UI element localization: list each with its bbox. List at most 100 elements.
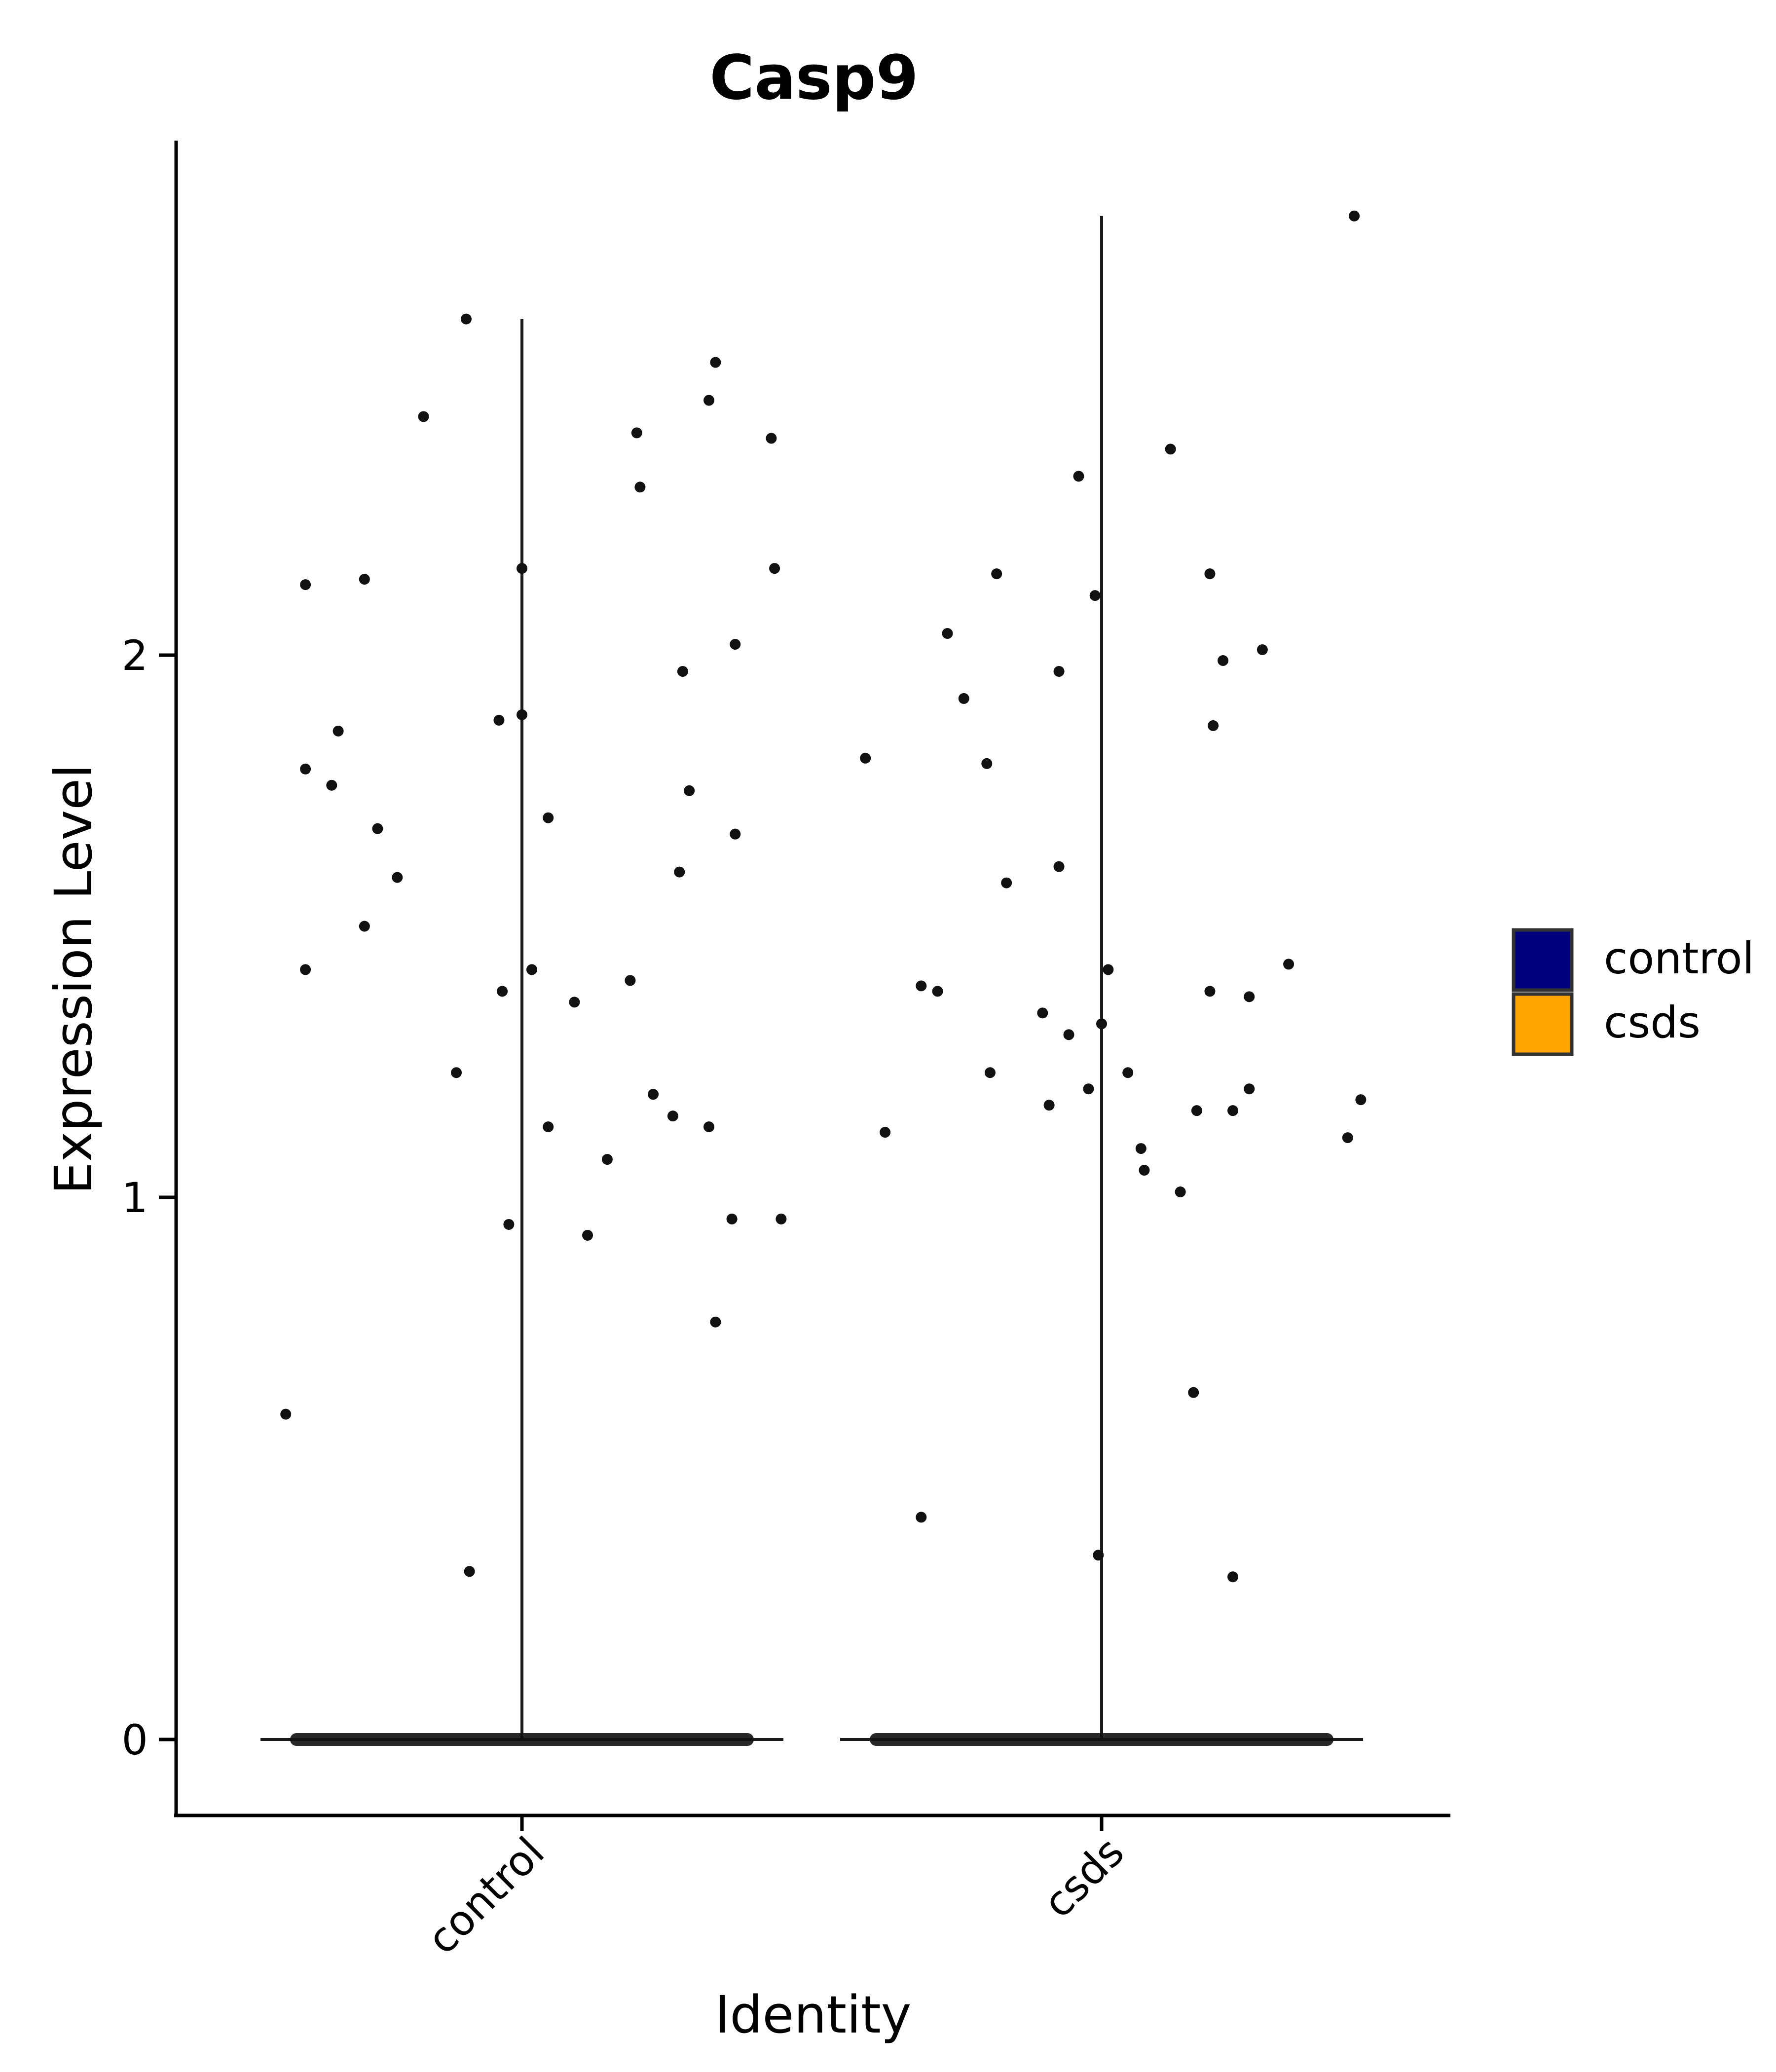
data-point [703,1121,715,1133]
data-point [1063,1029,1074,1040]
data-point [991,568,1002,580]
data-point [703,395,715,406]
data-point [1218,655,1229,666]
data-point [1208,720,1219,731]
data-point [464,1566,475,1577]
data-point [1204,568,1216,580]
data-point [684,785,695,796]
data-point [1355,1094,1367,1106]
x-tick-label: csds [1034,1828,1134,1927]
data-point [880,1127,891,1138]
data-point [1342,1132,1353,1144]
data-point [1053,666,1065,677]
data-point [300,763,311,775]
data-point [300,964,311,975]
data-point [451,1067,462,1078]
data-point [372,823,383,834]
data-point [730,828,741,840]
data-point [776,1213,787,1224]
data-point [1103,964,1114,975]
y-tick-label: 2 [122,631,148,680]
data-point [1283,959,1295,970]
data-point [460,313,472,325]
data-point [1257,644,1268,656]
data-point [916,1512,927,1523]
data-point [710,357,721,368]
data-point [674,866,685,878]
x-axis-title: Identity [715,1985,912,2045]
data-point [981,758,993,769]
data-point [569,997,580,1008]
data-point [300,579,311,591]
data-point [916,980,927,992]
data-point [1122,1067,1134,1078]
y-axis-ticks: 0 1 2 [122,631,176,1764]
legend: control csds [1512,928,1754,1056]
data-point [497,986,508,997]
data-point [1191,1105,1202,1116]
violin-csds [840,210,1367,1746]
data-point [1227,1571,1238,1583]
data-point [526,964,537,975]
data-point [1204,986,1216,997]
x-axis-ticks: control csds [418,1815,1133,1963]
zero-points-band-csds [870,1733,1333,1746]
data-point [1135,1143,1147,1154]
data-point [1244,1083,1255,1095]
chart-title: Casp9 [709,42,919,113]
y-tick-label: 0 [122,1716,148,1764]
data-point [730,639,741,650]
data-point [726,1213,738,1224]
data-point [958,693,969,704]
data-point [1053,861,1065,872]
data-point [1188,1387,1199,1398]
data-point [625,975,636,986]
data-point [582,1229,593,1241]
data-point [1096,1018,1107,1030]
data-point [1089,590,1101,601]
zero-points-band-control [290,1733,754,1746]
x-tick-label: control [418,1828,554,1963]
data-point [1175,1186,1186,1198]
data-point [710,1316,721,1328]
data-point [1037,1007,1048,1019]
data-point [667,1110,678,1122]
data-point [418,411,429,422]
data-point [280,1408,292,1420]
data-point [766,433,777,444]
data-point [769,563,780,574]
violin-control [260,313,787,1746]
data-point [543,812,554,823]
data-point [1244,991,1255,1002]
data-point [932,986,943,997]
data-point [1227,1105,1238,1116]
data-point [1083,1083,1094,1095]
data-point [359,921,370,932]
data-point [984,1067,996,1078]
data-point [517,563,527,574]
data-point [517,709,527,720]
data-point [601,1154,613,1165]
legend-label-control: control [1604,933,1754,984]
data-point [333,725,344,737]
data-point [1001,877,1012,888]
data-point [942,628,953,639]
data-point [860,752,871,764]
data-point [631,427,642,439]
data-point [648,1089,659,1100]
data-point [1043,1100,1055,1111]
y-axis-title: Expression Level [43,764,104,1194]
data-point [543,1121,554,1133]
legend-label-csds: csds [1604,997,1701,1048]
data-point [1093,1550,1104,1561]
legend-swatch-control [1512,928,1574,992]
data-point [634,481,646,493]
data-point [493,714,505,726]
data-point [677,666,688,677]
data-point [1165,444,1176,455]
plot-area [260,210,1367,1746]
data-point [1139,1165,1150,1176]
data-point [1349,210,1360,222]
data-point [392,872,403,883]
